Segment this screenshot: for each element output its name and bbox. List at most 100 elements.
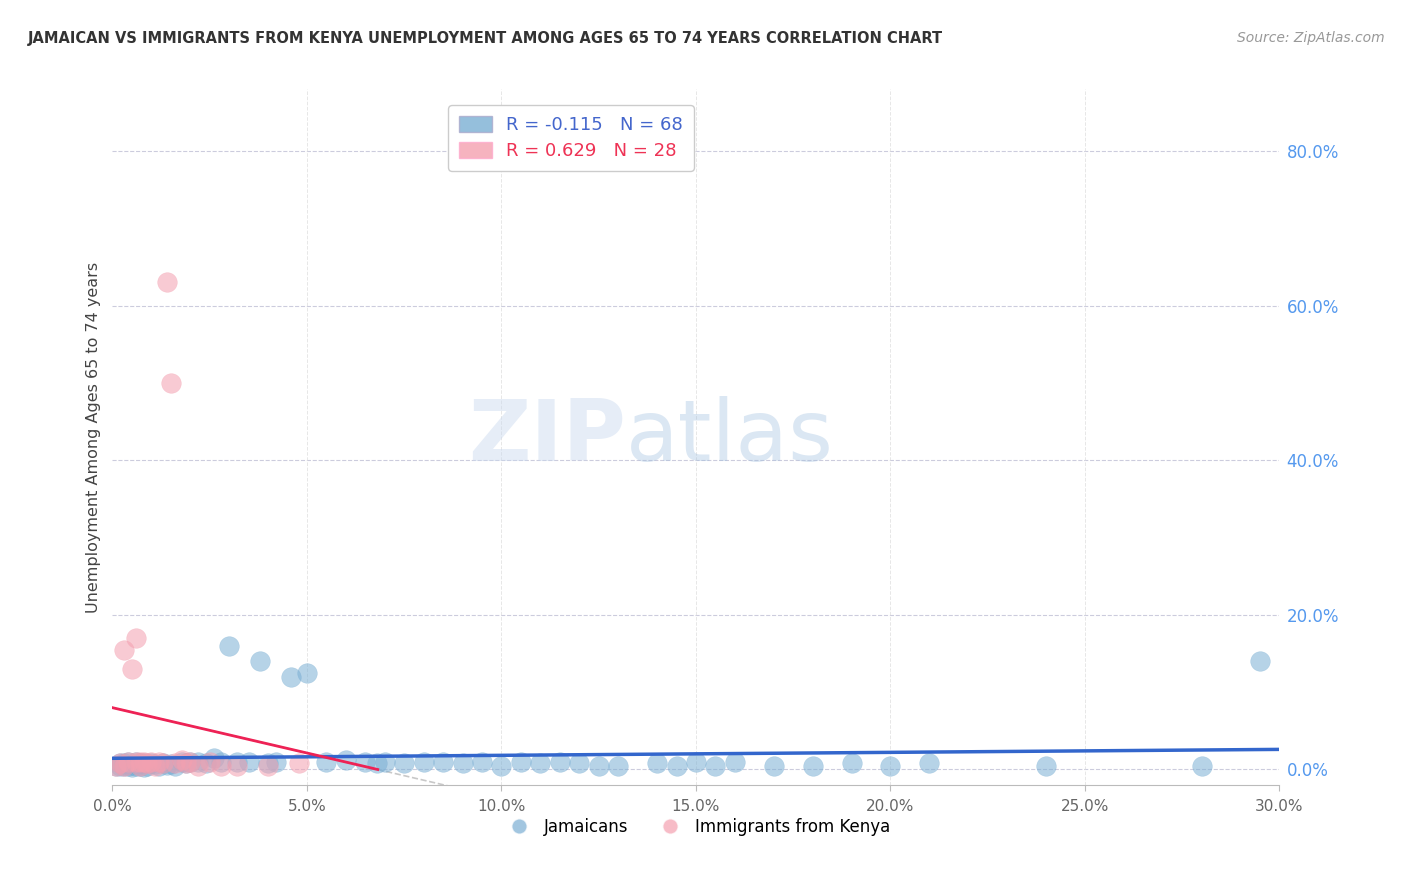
Jamaicans [110, 758, 132, 772]
Immigrants from Kenya [257, 758, 280, 772]
Text: ZIP: ZIP [468, 395, 626, 479]
Jamaicans [152, 756, 174, 771]
Jamaicans [132, 760, 155, 774]
Jamaicans [226, 755, 249, 769]
Immigrants from Kenya [128, 755, 150, 769]
Jamaicans [125, 755, 148, 769]
Jamaicans [280, 670, 302, 684]
Immigrants from Kenya [288, 756, 311, 771]
Jamaicans [568, 756, 591, 771]
Legend: Jamaicans, Immigrants from Kenya: Jamaicans, Immigrants from Kenya [495, 812, 897, 843]
Jamaicans [704, 758, 727, 772]
Jamaicans [471, 755, 494, 769]
Jamaicans [588, 758, 610, 772]
Jamaicans [295, 665, 318, 680]
Immigrants from Kenya [152, 756, 174, 771]
Immigrants from Kenya [128, 758, 150, 772]
Jamaicans [194, 756, 217, 771]
Jamaicans [354, 755, 377, 769]
Immigrants from Kenya [160, 376, 183, 390]
Jamaicans [163, 758, 186, 772]
Jamaicans [187, 755, 209, 769]
Jamaicans [117, 758, 139, 772]
Jamaicans [509, 755, 531, 769]
Immigrants from Kenya [121, 662, 143, 676]
Jamaicans [209, 755, 232, 769]
Jamaicans [128, 756, 150, 771]
Jamaicans [394, 756, 416, 771]
Immigrants from Kenya [143, 758, 166, 772]
Text: JAMAICAN VS IMMIGRANTS FROM KENYA UNEMPLOYMENT AMONG AGES 65 TO 74 YEARS CORRELA: JAMAICAN VS IMMIGRANTS FROM KENYA UNEMPL… [28, 31, 943, 46]
Jamaicans [202, 751, 225, 765]
Immigrants from Kenya [105, 758, 128, 772]
Jamaicans [762, 758, 785, 772]
Text: Source: ZipAtlas.com: Source: ZipAtlas.com [1237, 31, 1385, 45]
Immigrants from Kenya [125, 631, 148, 645]
Jamaicans [257, 756, 280, 771]
Immigrants from Kenya [117, 755, 139, 769]
Immigrants from Kenya [226, 758, 249, 772]
Jamaicans [918, 756, 941, 771]
Jamaicans [143, 757, 166, 772]
Immigrants from Kenya [141, 755, 163, 769]
Jamaicans [136, 758, 159, 772]
Jamaicans [238, 755, 260, 769]
Text: atlas: atlas [626, 395, 834, 479]
Jamaicans [366, 756, 388, 771]
Jamaicans [315, 755, 337, 769]
Jamaicans [432, 755, 454, 769]
Immigrants from Kenya [187, 758, 209, 772]
Jamaicans [685, 755, 707, 769]
Jamaicans [176, 756, 198, 770]
Immigrants from Kenya [112, 758, 135, 772]
Jamaicans [1191, 758, 1213, 772]
Immigrants from Kenya [198, 755, 221, 769]
Jamaicans [645, 756, 668, 771]
Jamaicans [724, 755, 747, 769]
Immigrants from Kenya [172, 753, 194, 767]
Jamaicans [218, 639, 240, 653]
Jamaicans [172, 755, 194, 769]
Jamaicans [132, 756, 155, 771]
Immigrants from Kenya [176, 756, 198, 771]
Immigrants from Kenya [209, 758, 232, 772]
Jamaicans [1249, 654, 1271, 668]
Jamaicans [879, 758, 901, 772]
Jamaicans [148, 758, 170, 772]
Jamaicans [156, 757, 179, 772]
Jamaicans [112, 756, 135, 771]
Immigrants from Kenya [148, 755, 170, 769]
Immigrants from Kenya [112, 642, 135, 657]
Jamaicans [179, 755, 201, 769]
Jamaicans [128, 758, 150, 772]
Immigrants from Kenya [110, 756, 132, 771]
Immigrants from Kenya [136, 756, 159, 771]
Jamaicans [110, 756, 132, 771]
Jamaicans [548, 755, 571, 769]
Jamaicans [112, 758, 135, 772]
Jamaicans [160, 757, 183, 772]
Jamaicans [801, 758, 824, 772]
Jamaicans [141, 756, 163, 771]
Jamaicans [117, 755, 139, 769]
Jamaicans [125, 758, 148, 772]
Jamaicans [121, 760, 143, 774]
Jamaicans [841, 756, 863, 771]
Immigrants from Kenya [179, 755, 201, 769]
Immigrants from Kenya [156, 276, 179, 290]
Immigrants from Kenya [132, 755, 155, 769]
Jamaicans [249, 654, 271, 668]
Y-axis label: Unemployment Among Ages 65 to 74 years: Unemployment Among Ages 65 to 74 years [86, 261, 101, 613]
Jamaicans [529, 756, 551, 771]
Jamaicans [264, 755, 287, 769]
Jamaicans [374, 755, 396, 769]
Jamaicans [1035, 758, 1057, 772]
Jamaicans [121, 757, 143, 772]
Jamaicans [335, 753, 357, 767]
Jamaicans [451, 756, 474, 771]
Jamaicans [412, 755, 434, 769]
Immigrants from Kenya [125, 755, 148, 769]
Jamaicans [607, 758, 630, 772]
Jamaicans [491, 758, 513, 772]
Jamaicans [665, 758, 688, 772]
